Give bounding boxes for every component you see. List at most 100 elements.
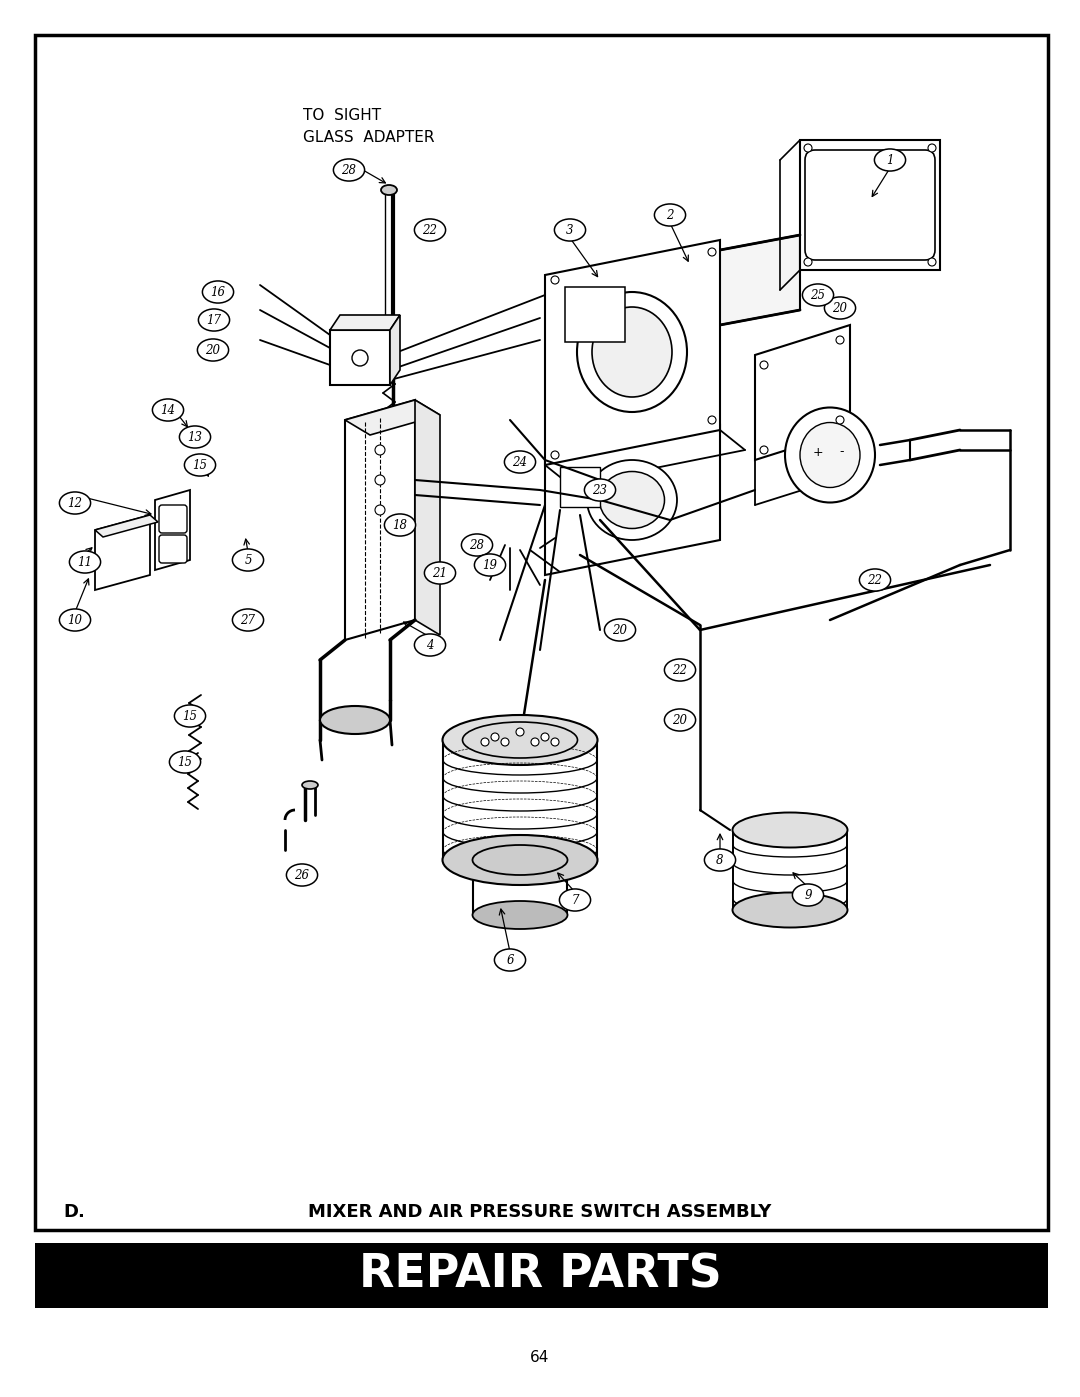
Ellipse shape [599, 472, 664, 528]
Ellipse shape [415, 219, 446, 242]
Circle shape [760, 360, 768, 369]
Circle shape [836, 337, 843, 344]
Text: 28: 28 [341, 163, 356, 177]
Circle shape [481, 738, 489, 746]
Circle shape [375, 504, 384, 515]
Polygon shape [345, 400, 440, 434]
Text: 17: 17 [206, 314, 221, 327]
Text: 20: 20 [205, 344, 220, 358]
Text: 20: 20 [833, 302, 848, 314]
Text: 16: 16 [211, 286, 226, 299]
Text: 9: 9 [805, 888, 812, 902]
Polygon shape [95, 515, 150, 590]
Text: 64: 64 [530, 1351, 550, 1365]
Ellipse shape [461, 534, 492, 556]
Ellipse shape [704, 849, 735, 872]
Ellipse shape [202, 281, 233, 303]
Text: 4: 4 [427, 638, 434, 652]
Circle shape [516, 728, 524, 736]
Circle shape [760, 446, 768, 454]
Ellipse shape [59, 609, 91, 631]
Ellipse shape [232, 609, 264, 631]
Ellipse shape [626, 264, 654, 339]
Ellipse shape [664, 659, 696, 682]
Polygon shape [390, 314, 400, 386]
Text: 19: 19 [483, 559, 498, 571]
Polygon shape [156, 490, 190, 570]
Text: 15: 15 [177, 756, 192, 768]
Text: 6: 6 [507, 954, 514, 967]
Polygon shape [345, 400, 415, 640]
Text: 3: 3 [566, 224, 573, 237]
Circle shape [375, 475, 384, 485]
Text: 28: 28 [470, 539, 485, 552]
Polygon shape [755, 326, 850, 460]
Bar [35, 35, 1048, 1229]
Circle shape [836, 416, 843, 425]
Ellipse shape [800, 422, 860, 488]
Ellipse shape [384, 514, 416, 536]
Circle shape [551, 451, 559, 460]
Ellipse shape [584, 479, 616, 502]
Ellipse shape [59, 492, 91, 514]
Text: 18: 18 [392, 520, 407, 532]
Ellipse shape [495, 949, 526, 971]
Text: 21: 21 [432, 567, 447, 580]
Ellipse shape [174, 705, 205, 726]
Circle shape [928, 258, 936, 265]
Text: 14: 14 [161, 404, 175, 416]
Ellipse shape [860, 569, 891, 591]
Ellipse shape [785, 408, 875, 503]
Circle shape [804, 258, 812, 265]
Text: 24: 24 [513, 455, 527, 469]
Ellipse shape [462, 722, 578, 759]
Polygon shape [95, 515, 158, 536]
Text: TO  SIGHT: TO SIGHT [303, 108, 381, 123]
Text: 15: 15 [192, 460, 207, 472]
Text: 27: 27 [241, 615, 256, 627]
Polygon shape [545, 425, 720, 576]
Text: 26: 26 [295, 869, 310, 882]
Ellipse shape [664, 708, 696, 731]
FancyBboxPatch shape [159, 504, 187, 534]
FancyBboxPatch shape [159, 535, 187, 563]
Polygon shape [330, 314, 400, 330]
Circle shape [375, 446, 384, 455]
Ellipse shape [232, 549, 264, 571]
Ellipse shape [320, 705, 390, 733]
Circle shape [928, 144, 936, 152]
Ellipse shape [302, 781, 318, 789]
Text: 5: 5 [244, 555, 252, 567]
Text: 15: 15 [183, 710, 198, 724]
Ellipse shape [152, 400, 184, 420]
Ellipse shape [199, 309, 230, 331]
Text: 22: 22 [673, 664, 688, 678]
Circle shape [501, 738, 509, 746]
Circle shape [551, 277, 559, 284]
Ellipse shape [198, 339, 229, 360]
Ellipse shape [381, 184, 397, 196]
Ellipse shape [473, 845, 567, 875]
Ellipse shape [170, 752, 201, 773]
Ellipse shape [334, 159, 365, 182]
Polygon shape [640, 235, 800, 339]
Circle shape [708, 416, 716, 425]
Ellipse shape [875, 149, 906, 170]
Circle shape [491, 733, 499, 740]
Text: 7: 7 [571, 894, 579, 907]
Ellipse shape [504, 451, 536, 474]
Polygon shape [415, 400, 440, 636]
Bar [35, 1243, 1048, 1308]
Circle shape [541, 733, 549, 740]
Text: 12: 12 [67, 497, 82, 510]
Text: REPAIR PARTS: REPAIR PARTS [359, 1253, 721, 1298]
Ellipse shape [824, 298, 855, 319]
Ellipse shape [732, 813, 848, 848]
Text: D.: D. [63, 1203, 85, 1221]
Ellipse shape [185, 454, 216, 476]
Text: 11: 11 [78, 556, 93, 569]
Text: 8: 8 [716, 854, 724, 868]
FancyBboxPatch shape [330, 330, 390, 386]
Circle shape [708, 249, 716, 256]
Text: 25: 25 [810, 289, 825, 302]
